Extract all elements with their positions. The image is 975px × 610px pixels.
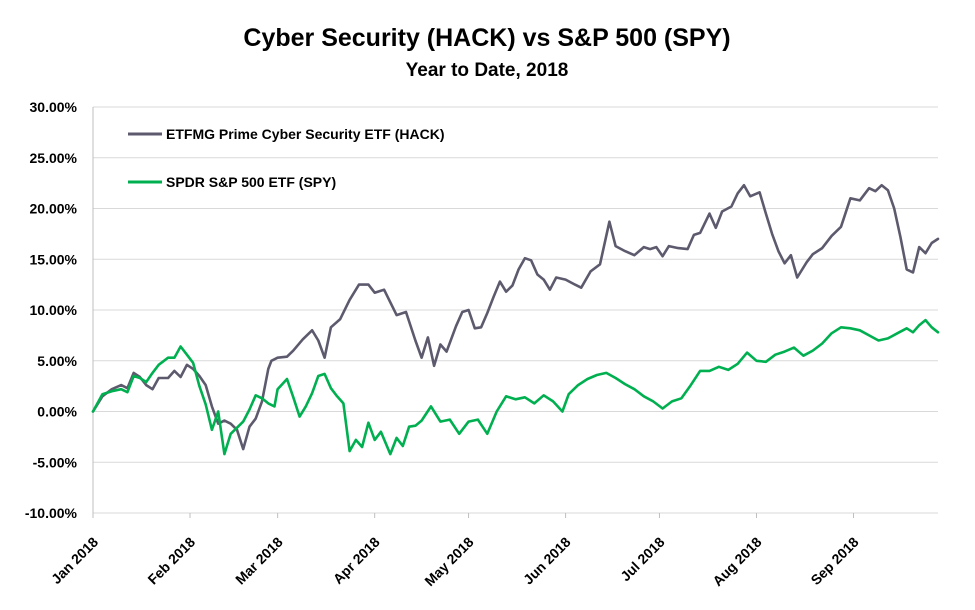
series-line-spy [91,318,940,456]
legend-label: ETFMG Prime Cyber Security ETF (HACK) [166,126,445,142]
y-tick-label: -10.00% [25,505,78,521]
x-tick-label: Jan 2018 [48,534,101,587]
chart-title: Cyber Security (HACK) vs S&P 500 (SPY) [243,24,730,52]
x-tick-label: Jul 2018 [617,534,668,585]
y-tick-label: 15.00% [30,251,78,267]
chart-subtitle: Year to Date, 2018 [406,60,569,81]
y-tick-label: 5.00% [37,353,77,369]
y-tick-label: 25.00% [30,150,78,166]
x-tick-label: Feb 2018 [144,534,198,588]
x-tick-label: Mar 2018 [232,534,286,588]
series-lines [91,183,940,456]
y-tick-label: 0.00% [37,404,77,420]
y-tick-label: 30.00% [30,99,78,115]
x-tick-label: May 2018 [421,534,476,589]
legend-label: SPDR S&P 500 ETF (SPY) [166,174,336,190]
y-tick-label: 10.00% [30,302,78,318]
y-tick-label: 20.00% [30,201,78,217]
x-tick-label: Apr 2018 [330,534,383,587]
x-tick-label: Jun 2018 [520,534,574,588]
x-tick-label: Sep 2018 [807,534,861,588]
y-axis: 30.00% 25.00% 20.00% 15.00% 10.00% 5.00% 0.00%… [25,99,78,521]
legend: ETFMG Prime Cyber Security ETF (HACK) SPD… [128,126,445,190]
y-tick-label: -5.00% [33,454,78,470]
gridlines [93,106,938,514]
x-tick-label: Aug 2018 [709,534,764,589]
series-line-hack [91,183,940,451]
